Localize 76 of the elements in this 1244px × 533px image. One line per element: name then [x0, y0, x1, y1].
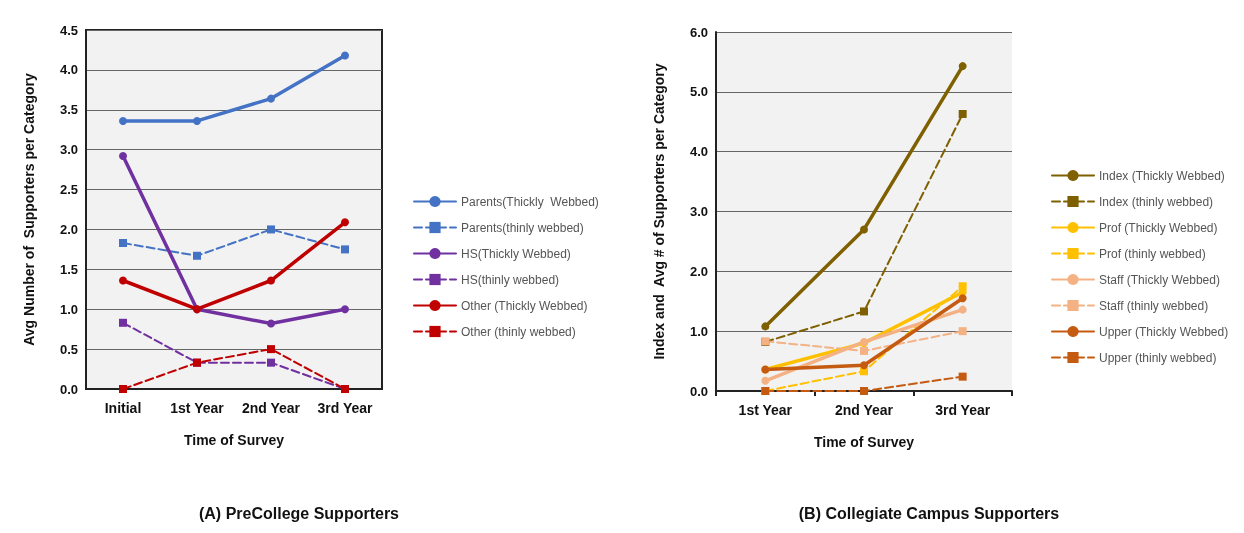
point — [958, 109, 967, 118]
x-tick-label: 3rd Year — [935, 402, 991, 418]
point — [193, 116, 201, 125]
y-tick-label: 5.0 — [689, 84, 708, 100]
x-tick-label: 3rd Year — [317, 400, 374, 416]
y-tick-label: 2.0 — [689, 263, 708, 279]
y-tick-label: 0.0 — [59, 381, 78, 397]
point — [958, 62, 967, 71]
legend-label: Index (Thickly Webbed) — [1099, 168, 1225, 183]
y-tick-label: 2.0 — [59, 221, 78, 237]
y-tick-label: 0.5 — [59, 341, 78, 357]
point — [761, 376, 770, 385]
point — [958, 282, 967, 291]
y-tick-label: 4.0 — [59, 62, 78, 78]
point — [119, 318, 127, 327]
point — [958, 327, 967, 336]
point — [119, 276, 127, 285]
y-tick-label: 3.0 — [59, 142, 78, 158]
y-tick-label: 2.5 — [59, 182, 78, 198]
x-axis-title: Time of Survey — [813, 434, 915, 450]
y-tick-label: 3.0 — [689, 204, 708, 219]
point — [761, 322, 770, 331]
y-tick-label: 4.5 — [59, 22, 78, 38]
y-tick-label: 3.5 — [59, 102, 78, 118]
point — [860, 307, 868, 316]
x-axis-title: Time of Survey — [183, 432, 285, 448]
x-tick-label: Initial — [104, 400, 142, 416]
legend-label: Index (thinly webbed) — [1099, 194, 1214, 209]
point — [341, 305, 349, 314]
x-tick-label: 2nd Year — [834, 402, 894, 418]
point — [119, 239, 127, 248]
legend-label: HS(thinly webbed) — [461, 272, 560, 287]
y-tick-label: 0.0 — [689, 383, 708, 399]
legend-label: Staff (Thickly Webbed) — [1099, 272, 1220, 287]
point — [119, 116, 127, 125]
point — [341, 218, 349, 227]
text: (A) PreCollege Supporters — [198, 504, 400, 522]
y-axis-title: Index and Avg # of Supporters per Category — [651, 63, 667, 360]
point — [267, 225, 275, 234]
legend-label: Other (Thickly Webbed) — [461, 298, 588, 313]
point — [860, 387, 868, 395]
legend-label: HS(Thickly Webbed) — [461, 246, 571, 261]
point — [958, 294, 967, 303]
point — [860, 225, 868, 234]
legend-label: Parents(thinly webbed) — [461, 220, 584, 235]
y-tick-label: 6.0 — [689, 24, 708, 40]
y-axis-title: Avg Number of Supporters per Category — [21, 73, 37, 346]
point — [193, 251, 201, 260]
y-tick-label: 1.5 — [59, 261, 78, 277]
y-tick-label: 1.0 — [689, 323, 708, 339]
point — [267, 276, 275, 285]
point — [958, 305, 967, 314]
legend-label: Upper (thinly webbed) — [1099, 350, 1217, 365]
point — [119, 385, 127, 393]
legend-label: Upper (Thickly Webbed) — [1099, 324, 1229, 339]
legend-label: Prof (Thickly Webbed) — [1099, 220, 1218, 235]
x-tick-label: 1st Year — [738, 402, 793, 418]
y-tick-label: 4.0 — [689, 144, 708, 160]
point — [341, 51, 349, 60]
point — [267, 319, 275, 328]
point — [119, 152, 127, 161]
point — [341, 245, 349, 254]
x-tick-label: 1st Year — [170, 400, 225, 416]
x-tick-label: 2nd Year — [241, 400, 301, 416]
legend-label: Staff (thinly webbed) — [1099, 298, 1209, 313]
legend-label: Prof (thinly webbed) — [1099, 246, 1206, 261]
point — [267, 94, 275, 103]
point — [860, 361, 868, 370]
point — [860, 346, 868, 355]
y-tick-label: 1.0 — [59, 301, 78, 317]
legend-label: Parents(Thickly Webbed) — [461, 194, 599, 209]
point — [958, 372, 967, 381]
legend-label: Other (thinly webbed) — [461, 324, 576, 339]
point — [267, 345, 275, 354]
text: (B) Collegiate Campus Supporters — [798, 504, 1060, 522]
point — [267, 358, 275, 367]
